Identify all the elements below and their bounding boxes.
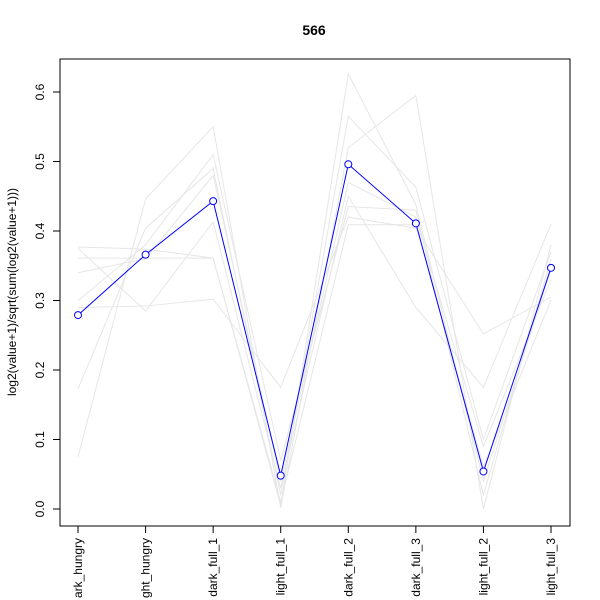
y-tick-label: 0.5 (33, 153, 47, 170)
x-tick-label: light_full_1 (274, 538, 288, 596)
data-point (344, 160, 353, 169)
x-tick-label: ark_hungry (71, 538, 85, 598)
y-tick-label: 0.0 (33, 500, 47, 517)
x-tick-label: ght_hungry (139, 538, 153, 598)
y-tick-label: 0.2 (33, 361, 47, 378)
x-tick-label: dark_full_3 (409, 538, 423, 597)
data-point (276, 471, 285, 480)
data-point (209, 197, 218, 206)
highlighted-series-group (74, 160, 555, 480)
background-series-line (77, 72, 552, 506)
y-tick-label: 0.3 (33, 292, 47, 309)
y-tick-label: 0.6 (33, 83, 47, 100)
x-tick-label: light_full_2 (476, 538, 490, 596)
x-axis: ark_hungry ght_hungry dark_full_1 light_ful… (71, 525, 558, 598)
y-axis: 0.0 0.1 0.2 0.3 0.4 0.5 0.6 (33, 83, 61, 517)
background-series-line (77, 174, 552, 482)
y-axis-label: log2(value+1)/sqrt(sum(log2(value+1))) (5, 188, 19, 396)
background-series-line (77, 216, 552, 389)
x-tick-label: dark_full_2 (341, 538, 355, 597)
background-series-group (77, 72, 552, 510)
chart-title: 566 (302, 22, 326, 38)
background-series-line (77, 194, 552, 489)
data-point (479, 467, 488, 476)
background-series-line (77, 153, 552, 498)
background-series-line (77, 115, 552, 496)
data-point (74, 311, 82, 320)
x-tick-label: light_full_3 (544, 538, 558, 596)
y-tick-label: 0.1 (33, 431, 47, 448)
data-point (547, 263, 555, 272)
highlight-series-line (77, 163, 552, 476)
data-point (411, 219, 420, 228)
plot-frame (59, 58, 571, 527)
background-series-line (78, 224, 552, 505)
data-point (141, 250, 150, 259)
x-tick-label: dark_full_1 (206, 538, 220, 597)
background-series-line (77, 94, 552, 510)
y-tick-label: 0.4 (33, 222, 47, 239)
